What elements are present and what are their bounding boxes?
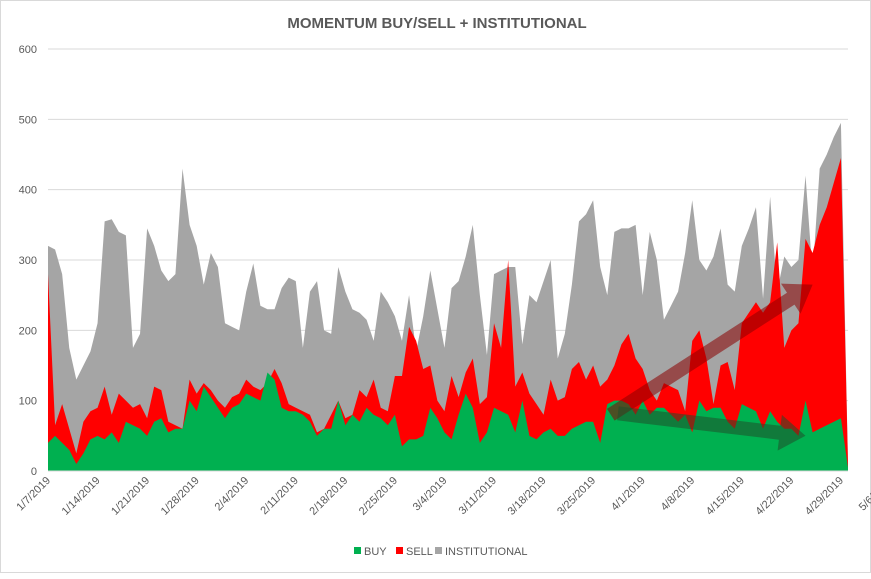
up-trend-arrow-shape <box>607 283 813 421</box>
x-tick-label: 1/28/2019 <box>159 475 202 518</box>
x-tick-label: 4/22/2019 <box>753 475 796 518</box>
x-tick-label: 3/11/2019 <box>457 475 500 518</box>
legend-swatch <box>396 547 403 554</box>
x-tick-label: 3/4/2019 <box>411 475 450 514</box>
x-tick-label: 2/11/2019 <box>258 475 301 518</box>
x-tick-label: 2/4/2019 <box>213 475 252 514</box>
x-tick-label: 4/8/2019 <box>659 475 698 514</box>
legend-label: SELL <box>406 546 433 558</box>
x-tick-label: 3/25/2019 <box>555 475 598 518</box>
x-tick-label: 4/1/2019 <box>609 475 648 514</box>
y-tick-label: 400 <box>19 185 37 197</box>
y-tick-label: 200 <box>19 325 37 337</box>
x-tick-label: 2/18/2019 <box>307 475 350 518</box>
trend-annotations <box>607 283 813 451</box>
legend-swatch <box>435 547 442 554</box>
y-tick-label: 0 <box>31 466 37 478</box>
y-tick-label: 600 <box>19 44 37 56</box>
legend-item-buy: BUY <box>354 546 387 558</box>
x-tick-label: 4/15/2019 <box>704 475 747 518</box>
series-area-buy <box>48 372 848 471</box>
x-tick-label: 2/25/2019 <box>357 475 400 518</box>
y-tick-label: 500 <box>19 114 37 126</box>
series-areas <box>48 122 848 472</box>
up-trend-arrow <box>607 283 813 421</box>
legend: BUY SELL INSTITUTIONAL <box>354 546 528 558</box>
legend-item-institutional: INSTITUTIONAL <box>435 546 528 558</box>
chart-title: MOMENTUM BUY/SELL + INSTITUTIONAL <box>287 15 586 32</box>
down-trend-arrow-shape <box>617 406 806 451</box>
x-tick-label: 1/14/2019 <box>60 475 103 518</box>
down-trend-arrow <box>617 406 806 451</box>
legend-item-sell: SELL <box>396 546 433 558</box>
x-tick-label: 1/7/2019 <box>14 475 53 514</box>
legend-swatch <box>354 547 361 554</box>
x-tick-label: 3/18/2019 <box>506 475 549 518</box>
legend-label: BUY <box>364 546 387 558</box>
x-axis-ticks: 1/7/2019 1/14/2019 1/21/2019 1/28/2019 2/4/2… <box>14 475 871 518</box>
legend-label: INSTITUTIONAL <box>445 546 528 558</box>
y-axis-ticks: 0 100 200 300 400 500 600 <box>19 44 37 478</box>
y-tick-label: 100 <box>19 396 37 408</box>
x-tick-label: 5/6/2019 <box>857 475 871 514</box>
x-tick-label: 1/21/2019 <box>109 475 152 518</box>
x-tick-label: 4/29/2019 <box>803 475 846 518</box>
y-tick-label: 300 <box>19 255 37 267</box>
